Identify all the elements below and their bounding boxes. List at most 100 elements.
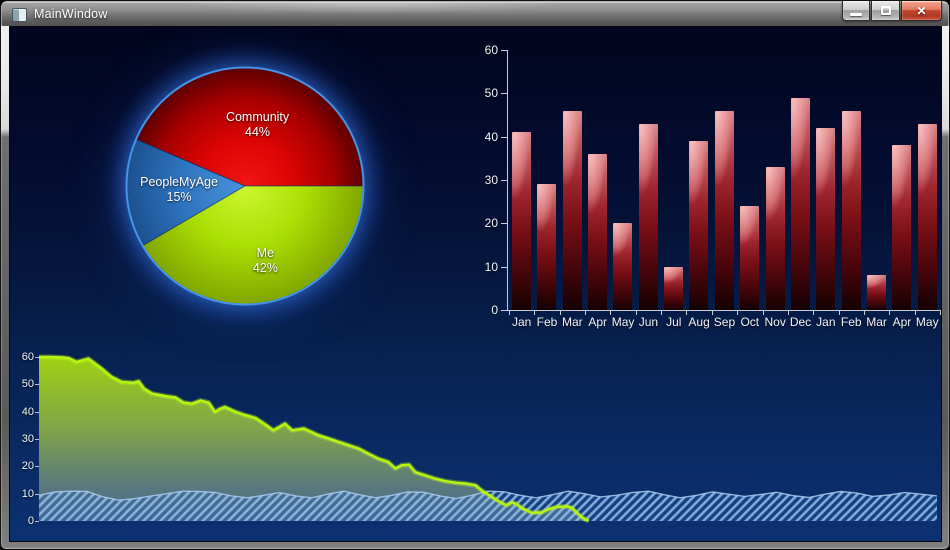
pie-chart-svg <box>125 66 365 306</box>
bar-y-tick <box>501 310 507 311</box>
bar-x-label-14: Feb <box>840 315 862 329</box>
bar-x-tick <box>762 310 764 315</box>
bar-may-17 <box>917 123 937 310</box>
bar-x-label-10: Oct <box>740 315 760 329</box>
bar-x-tick <box>711 310 713 315</box>
pie-slice-percent: 42% <box>252 261 278 276</box>
area-chart-svg <box>38 354 938 524</box>
bar-x-tick <box>661 310 663 315</box>
area-y-tick <box>35 439 39 440</box>
bar-chart-y-axis <box>507 50 508 311</box>
bar-y-tick <box>501 266 507 268</box>
bar-y-label: 20 <box>484 216 498 231</box>
minimize-button[interactable] <box>842 1 870 21</box>
area-y-tick <box>35 493 39 495</box>
area-y-label: 0 <box>27 515 34 527</box>
bar-jan-13 <box>816 128 836 310</box>
pie-slice-percent: 15% <box>166 190 192 205</box>
maximize-icon <box>880 6 891 15</box>
bar-mar-3 <box>562 110 582 310</box>
pie-label-community: Community 44% <box>226 110 289 140</box>
area-y-tick <box>35 521 39 522</box>
bar-jul-7 <box>664 266 684 310</box>
area-y-label: 50 <box>21 378 34 391</box>
bar-x-label-13: Jan <box>816 315 836 329</box>
bar-x-tick <box>863 310 865 315</box>
bar-dec-12 <box>790 97 810 310</box>
bar-x-label-16: Apr <box>892 315 912 329</box>
bar-feb-2 <box>537 184 557 310</box>
bar-y-tick <box>501 180 507 181</box>
bar-x-label-8: Aug <box>688 315 710 329</box>
bar-feb-14 <box>841 110 861 310</box>
bar-x-tick <box>585 310 587 315</box>
bar-x-tick <box>737 310 739 315</box>
pie-label-me: Me 42% <box>253 246 278 276</box>
bar-x-tick <box>914 310 916 315</box>
bar-x-tick <box>838 310 840 315</box>
bar-x-tick <box>686 310 688 315</box>
window-title: MainWindow <box>34 7 108 21</box>
pie-slice-name: Community <box>225 109 290 124</box>
area-y-tick <box>35 466 39 468</box>
bar-x-tick <box>813 310 815 315</box>
bar-x-label-1: Jan <box>511 315 532 329</box>
bar-x-tick <box>610 310 612 315</box>
bar-x-label-9: Sep <box>713 315 736 329</box>
app-icon <box>12 8 27 22</box>
bar-x-tick <box>534 310 536 315</box>
bar-x-label-7: Jul <box>666 315 682 329</box>
bar-apr-16 <box>892 145 912 310</box>
bar-chart-x-axis <box>507 310 941 311</box>
area-y-tick <box>35 384 39 386</box>
bar-oct-10 <box>740 206 760 310</box>
area-y-label: 60 <box>21 351 34 363</box>
bar-x-label-12: Dec <box>789 315 812 329</box>
bar-may-5 <box>613 223 633 310</box>
pie-slice-name: PeopleMyAge <box>140 175 218 190</box>
bar-x-label-5: May <box>611 315 635 329</box>
bar-jan-1 <box>512 132 531 310</box>
bar-x-tick <box>939 310 941 315</box>
area-y-label: 10 <box>21 487 34 500</box>
bar-y-tick <box>501 223 507 225</box>
close-button[interactable]: ✕ <box>901 1 942 21</box>
bar-y-label: 30 <box>484 173 498 187</box>
bar-y-label: 60 <box>484 43 498 57</box>
bar-x-tick <box>787 310 789 315</box>
bar-x-label-2: Feb <box>536 315 558 329</box>
area-y-tick <box>35 357 39 358</box>
bar-y-tick <box>501 136 507 138</box>
bar-sep-9 <box>714 110 734 310</box>
bar-nov-11 <box>765 167 785 310</box>
bar-y-label: 0 <box>491 303 498 317</box>
bar-x-label-15: Mar <box>866 315 887 329</box>
bar-x-label-17: May <box>915 315 939 329</box>
title-bar[interactable]: MainWindow <box>2 2 948 26</box>
bar-y-label: 50 <box>484 86 498 101</box>
pie-label-peoplemyage: PeopleMyAge 15% <box>140 175 218 205</box>
maximize-button[interactable] <box>871 1 900 21</box>
bar-x-label-6: Jun <box>638 315 659 329</box>
area-y-label: 40 <box>21 405 34 418</box>
pie-slice-name: Me <box>256 246 275 261</box>
bar-x-tick <box>889 310 891 315</box>
bar-y-tick <box>501 50 507 51</box>
bar-y-tick <box>501 93 507 95</box>
pie-slice-percent: 44% <box>245 124 271 139</box>
bar-x-tick <box>559 310 561 315</box>
minimize-icon <box>850 13 862 16</box>
bar-x-label-11: Nov <box>764 315 786 329</box>
area-y-label: 20 <box>21 460 34 473</box>
client-area: Community 44% PeopleMyAge 15% Me 42% 0 10 20 30 4… <box>9 26 942 542</box>
bar-mar-15 <box>866 275 886 310</box>
bar-y-label: 40 <box>484 129 498 144</box>
bar-jun-6 <box>638 123 658 310</box>
bar-x-label-4: Apr <box>588 315 608 329</box>
bar-x-label-3: Mar <box>562 315 583 329</box>
bar-x-tick <box>635 310 637 315</box>
bar-apr-4 <box>588 154 608 310</box>
bar-y-label: 10 <box>484 259 498 274</box>
